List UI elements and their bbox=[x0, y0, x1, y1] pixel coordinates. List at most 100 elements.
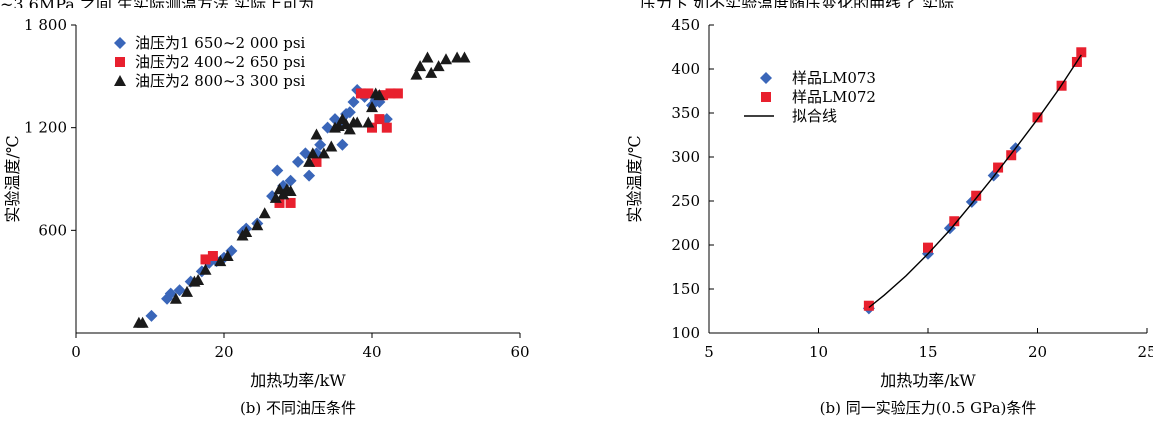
data-point bbox=[271, 164, 284, 177]
series-1 bbox=[200, 88, 403, 265]
y-tick-label: 350 bbox=[671, 104, 700, 122]
x-tick-label: 15 bbox=[918, 343, 937, 361]
data-point bbox=[363, 88, 374, 99]
chart-different-oil-pressure: 0 20 40 60 600 1 200 1 800 加热功率/kW 实验温度/℃ (b) 不同油… bbox=[3, 16, 530, 417]
x-tick-label: 5 bbox=[704, 343, 714, 361]
data-point bbox=[145, 309, 158, 322]
x-tick-label: 20 bbox=[214, 343, 233, 361]
data-point bbox=[347, 96, 360, 108]
y-tick-label: 400 bbox=[671, 60, 700, 78]
y-axis-label: 实验温度/℃ bbox=[3, 135, 22, 222]
x-tick-label: 10 bbox=[809, 343, 828, 361]
data-point bbox=[214, 255, 227, 267]
data-point bbox=[269, 191, 282, 203]
data-point bbox=[1076, 47, 1087, 58]
data-point bbox=[1006, 150, 1017, 161]
series-2 bbox=[132, 51, 471, 328]
y-tick-label: 200 bbox=[671, 236, 700, 254]
data-point bbox=[366, 101, 378, 113]
data-point bbox=[321, 121, 334, 134]
data-point bbox=[971, 190, 982, 201]
legend-entry: 油压为2 400~2 650 psi bbox=[115, 53, 306, 71]
data-point bbox=[136, 316, 149, 328]
data-point bbox=[285, 197, 296, 208]
data-point bbox=[240, 226, 253, 238]
data-point bbox=[392, 88, 403, 99]
y-tick-label: 150 bbox=[671, 280, 700, 298]
data-point bbox=[181, 285, 193, 297]
legend-entry: 拟合线 bbox=[744, 107, 837, 125]
y-tick-label: 600 bbox=[38, 221, 67, 239]
cropped-header-text-right: 压力下,如不实验温度随压变化的曲线了,实际 bbox=[640, 0, 954, 8]
data-point bbox=[343, 106, 356, 119]
data-point bbox=[410, 68, 423, 80]
data-point bbox=[251, 219, 264, 231]
x-tick-label: 0 bbox=[71, 343, 81, 361]
x-axis-label: 加热功率/kW bbox=[880, 371, 976, 390]
legend-entry: 油压为2 800~3 300 psi bbox=[114, 72, 306, 90]
data-point bbox=[374, 114, 385, 125]
legend-label: 样品LM073 bbox=[792, 69, 876, 87]
data-point bbox=[200, 254, 211, 265]
data-point bbox=[355, 88, 366, 99]
data-point bbox=[325, 140, 338, 152]
legend-entry: 样品LM073 bbox=[760, 69, 876, 87]
data-point bbox=[169, 292, 182, 304]
y-tick-label: 100 bbox=[671, 324, 700, 342]
series-1 bbox=[863, 47, 1087, 311]
data-point bbox=[421, 51, 434, 63]
data-point bbox=[317, 147, 330, 159]
data-point bbox=[336, 138, 349, 151]
legend-label: 拟合线 bbox=[792, 107, 837, 125]
y-tick-label: 1 800 bbox=[24, 16, 67, 34]
y-tick-label: 250 bbox=[671, 192, 700, 210]
data-point bbox=[863, 300, 874, 311]
cropped-header-text: ~3.6MPa 之间,生实际测温方法,实际上可为 压力下,如不实验温度随压变化的… bbox=[0, 0, 1153, 8]
data-point bbox=[303, 155, 316, 167]
data-point bbox=[351, 116, 364, 128]
data-point bbox=[274, 197, 285, 208]
data-point bbox=[199, 263, 212, 275]
y-tick-label: 300 bbox=[671, 148, 700, 166]
data-point bbox=[306, 147, 319, 159]
data-point bbox=[385, 88, 396, 99]
data-point bbox=[414, 60, 427, 72]
data-point bbox=[221, 250, 234, 261]
data-point bbox=[311, 156, 322, 167]
series-2 bbox=[868, 54, 1082, 309]
legend-label: 油压为2 400~2 650 psi bbox=[135, 53, 306, 71]
y-tick-label: 450 bbox=[671, 16, 700, 34]
data-point bbox=[367, 122, 377, 133]
legend-marker bbox=[114, 37, 126, 49]
data-point bbox=[378, 90, 389, 101]
legend-marker bbox=[114, 75, 126, 86]
x-tick-label: 60 bbox=[510, 343, 529, 361]
x-tick-label: 40 bbox=[362, 343, 381, 361]
chart-caption: (b) 同一实验压力(0.5 GPa)条件 bbox=[820, 399, 1037, 417]
legend-marker bbox=[115, 57, 125, 67]
data-point bbox=[458, 51, 471, 63]
data-point bbox=[425, 66, 438, 78]
legend-marker bbox=[761, 92, 771, 102]
data-point bbox=[303, 169, 316, 182]
data-point bbox=[343, 123, 356, 135]
x-tick-label: 25 bbox=[1137, 343, 1153, 361]
data-point bbox=[314, 138, 327, 151]
legend-label: 样品LM072 bbox=[792, 88, 876, 106]
data-point bbox=[258, 207, 271, 219]
data-point bbox=[292, 155, 304, 168]
data-point bbox=[310, 128, 323, 140]
data-point bbox=[381, 122, 392, 133]
legend-marker bbox=[760, 72, 772, 84]
data-point bbox=[284, 174, 297, 187]
x-tick-label: 20 bbox=[1028, 343, 1047, 361]
data-point bbox=[192, 273, 205, 285]
y-axis-label: 实验温度/℃ bbox=[625, 135, 644, 222]
data-point bbox=[949, 216, 960, 227]
data-point bbox=[373, 89, 386, 101]
data-point bbox=[1032, 112, 1043, 123]
y-tick-label: 1 200 bbox=[24, 119, 67, 137]
chart-caption: (b) 不同油压条件 bbox=[240, 399, 356, 417]
fit-line bbox=[868, 54, 1082, 309]
